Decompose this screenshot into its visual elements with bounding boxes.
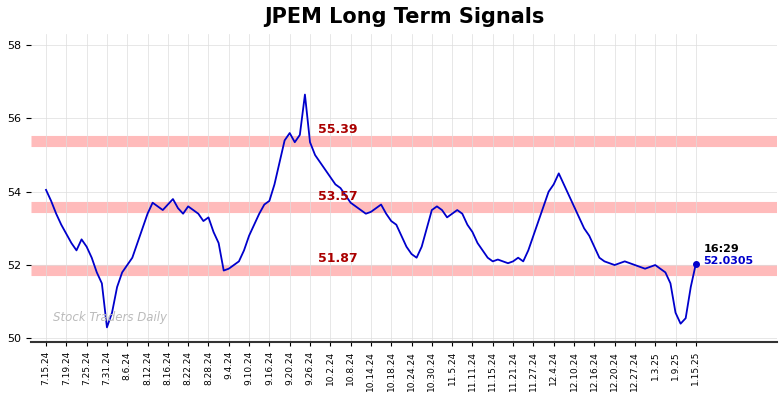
- Text: 53.57: 53.57: [318, 190, 358, 203]
- Text: 51.87: 51.87: [318, 252, 358, 265]
- Title: JPEM Long Term Signals: JPEM Long Term Signals: [263, 7, 544, 27]
- Text: 52.0305: 52.0305: [703, 256, 753, 266]
- Text: 55.39: 55.39: [318, 123, 358, 137]
- Text: Stock Traders Daily: Stock Traders Daily: [53, 310, 167, 324]
- Text: 16:29: 16:29: [703, 244, 739, 254]
